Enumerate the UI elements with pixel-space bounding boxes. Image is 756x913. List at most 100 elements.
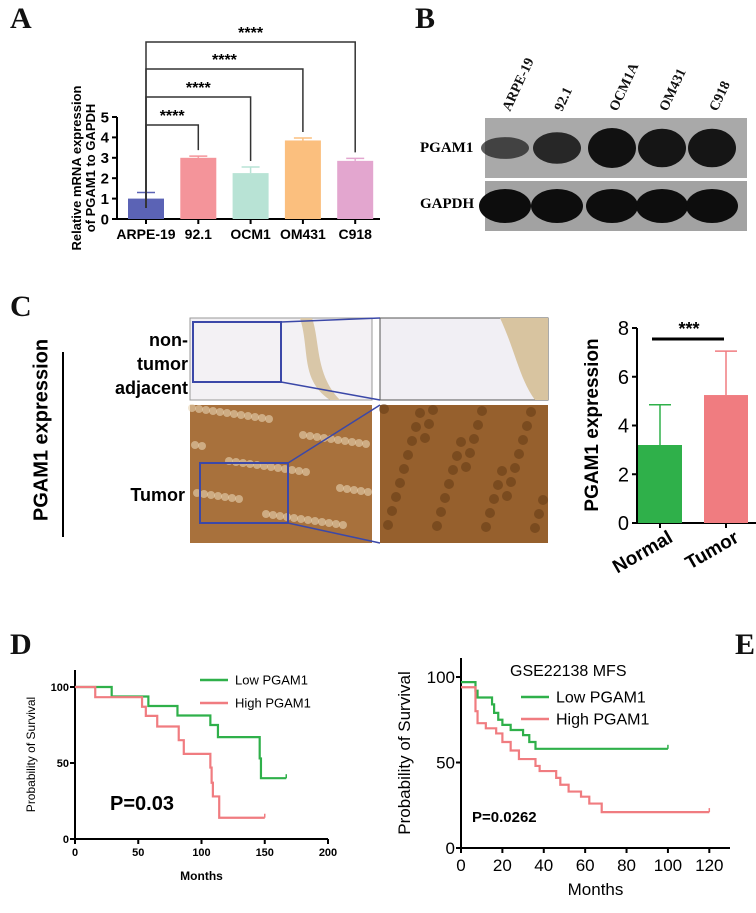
tissue-texture [357,487,365,495]
x-tick-label: 100 [654,856,682,875]
y-axis-label: Relative mRNA expressionof PGAM1 to GAPD… [69,85,98,250]
tissue-texture [299,431,307,439]
tissue-texture [456,437,466,447]
tissue-texture [485,508,495,518]
category-label: Tumor [682,527,743,574]
tissue-texture [244,412,252,420]
tissue-texture [395,478,405,488]
y-tick-label: 100 [427,668,455,687]
tissue-texture [343,485,351,493]
y-axis-label: Probability of Survival [24,697,38,812]
tissue-texture [510,463,520,473]
tissue-texture [320,434,328,442]
band-pgam1 [481,137,529,159]
significance-stars: **** [212,52,238,69]
tissue-texture [198,442,206,450]
tissue-texture [290,514,298,522]
y-axis-label: PGAM1 expression [582,338,603,511]
band-gapdh [636,189,688,223]
ihc-tumor-high-mag [380,405,548,543]
tissue-texture [411,422,421,432]
legend-label: High PGAM1 [556,712,649,729]
y-tick-label: 4 [618,416,629,438]
tissue-texture [493,480,503,490]
tissue-texture [262,510,270,518]
tissue-texture [444,479,454,489]
tissue-texture [424,419,434,429]
blot-row-label: PGAM1 [420,140,474,156]
y-tick-label: 0 [63,834,69,846]
tissue-texture [461,462,471,472]
y-tick-label: 5 [101,109,109,126]
tissue-texture [221,493,229,501]
tissue-texture [399,464,409,474]
x-axis-label: Months [568,880,624,899]
tissue-texture [304,516,312,524]
survival-curve [461,681,668,750]
tissue-texture [223,409,231,417]
x-tick-label: 20 [493,856,512,875]
tissue-texture [530,523,540,533]
tissue-texture [202,406,210,414]
tissue-texture [191,441,199,449]
tissue-texture [526,407,536,417]
tissue-texture [237,411,245,419]
tissue-texture [383,520,393,530]
tissue-texture [420,433,430,443]
band-pgam1 [588,128,636,168]
bar [704,395,748,523]
p-value: P=0.03 [110,793,174,815]
tissue-texture [188,404,196,412]
tissue-texture [216,408,224,416]
significance-bracket [145,41,356,208]
tissue-texture [334,436,342,444]
zoom-box [192,321,282,383]
divider [62,352,64,537]
panel-label-c: C [10,290,32,323]
survival-curve [75,685,265,819]
tissue-texture [465,448,475,458]
significance-stars: *** [678,319,699,339]
tissue-texture [325,519,333,527]
tissue-texture [350,486,358,494]
tissue-texture [518,435,528,445]
tissue-texture [497,466,507,476]
tissue-texture [355,439,363,447]
tissue-texture [258,414,266,422]
legend-label: Low PGAM1 [235,673,308,688]
panel-label-a: A [10,2,32,35]
significance-stars: **** [186,80,212,97]
tissue-texture [230,410,238,418]
x-axis-label: Months [180,869,223,883]
tissue-texture [364,488,372,496]
y-axis-label-line: of PGAM1 to GAPDH [83,104,98,233]
y-tick-label: 100 [51,682,69,694]
y-tick-label: 8 [618,318,629,340]
category-label: C918 [338,226,372,242]
tissue-texture [214,492,222,500]
x-tick-label: 0 [456,856,465,875]
y-tick-label: 0 [446,839,455,858]
tissue-texture [538,495,548,505]
x-tick-label: 50 [132,847,144,859]
tissue-texture [235,495,243,503]
tissue-texture [432,521,442,531]
tissue-texture [302,468,310,476]
survival-curve [461,686,710,814]
significance-stars: **** [238,25,264,42]
ihc-tumor-low-mag [190,405,372,543]
tissue-texture [297,515,305,523]
tissue-texture [276,512,284,520]
y-tick-label: 4 [101,130,110,147]
zoom-box [199,462,289,524]
x-tick-label: 80 [617,856,636,875]
tissue-texture [228,494,236,502]
blot-row-label: GAPDH [420,196,475,212]
x-tick-label: 0 [72,847,78,859]
tissue-texture [306,432,314,440]
tissue-texture [207,491,215,499]
bar [128,198,164,219]
